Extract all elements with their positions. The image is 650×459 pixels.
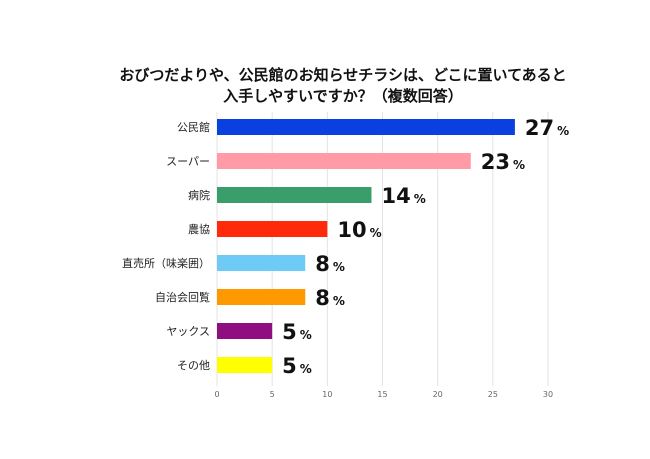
value-number: 10 [337, 218, 366, 242]
value-label: 8% [315, 252, 345, 276]
bar [217, 187, 372, 203]
value-label: 23% [481, 150, 525, 174]
value-number: 8 [315, 252, 330, 276]
value-unit: % [557, 124, 569, 138]
value-number: 5 [282, 354, 297, 378]
value-unit: % [333, 294, 345, 308]
bars [217, 119, 515, 373]
x-tick-label: 30 [543, 390, 553, 399]
value-unit: % [414, 192, 426, 206]
chart-title-line-2: 入手しやすいですか？（複数回答） [223, 87, 462, 105]
value-label: 8% [315, 286, 345, 310]
bar [217, 323, 273, 339]
value-number: 23 [481, 150, 510, 174]
category-label: 直売所（味楽囲） [122, 256, 210, 270]
value-number: 5 [282, 320, 297, 344]
x-tick-label: 25 [488, 390, 498, 399]
value-number: 27 [525, 116, 554, 140]
bar [217, 357, 273, 373]
category-label: スーパー [166, 155, 210, 168]
value-number: 14 [381, 184, 410, 208]
x-tick-label: 0 [214, 390, 219, 399]
value-label: 10% [337, 218, 381, 242]
chart-title-line-1: おびつだよりや、公民館のお知らせチラシは、どこに置いてあると [119, 66, 566, 84]
value-unit: % [300, 362, 312, 376]
bar [217, 153, 471, 169]
category-label: ヤックス [166, 325, 210, 338]
category-label: その他 [177, 359, 210, 372]
category-label: 農協 [188, 222, 210, 236]
value-number: 8 [315, 286, 330, 310]
value-unit: % [333, 260, 345, 274]
value-label: 14% [381, 184, 425, 208]
value-label: 5% [282, 354, 312, 378]
value-unit: % [513, 158, 525, 172]
value-labels: 27 %23 %14 %10 %8 %8 %5 %5% [282, 116, 569, 378]
category-label: 公民館 [177, 120, 210, 134]
x-tick-label: 5 [270, 390, 275, 399]
x-axis-tick-labels: 0 5 10 15 20 25 30 [214, 390, 553, 399]
value-unit: % [300, 328, 312, 342]
category-label: 自治会回覧 [155, 290, 210, 304]
x-tick-label: 15 [377, 390, 387, 399]
bar [217, 119, 515, 135]
category-label: 病院 [188, 188, 210, 202]
value-label: 27% [525, 116, 569, 140]
x-tick-label: 20 [433, 390, 443, 399]
bar [217, 255, 306, 271]
value-label: 5% [282, 320, 312, 344]
value-unit: % [370, 226, 382, 240]
bar [217, 221, 328, 237]
x-tick-label: 10 [322, 390, 332, 399]
chart-title: おびつだよりや、公民館のお知らせチラシは、どこに置いてあると 入手しやすいですか… [119, 66, 566, 105]
bar [217, 289, 306, 305]
